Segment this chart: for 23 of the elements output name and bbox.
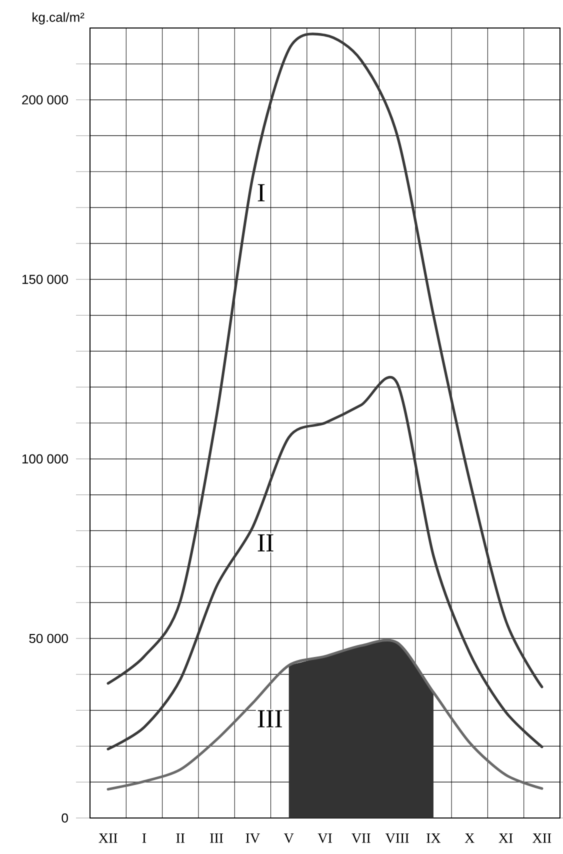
x-tick-label: IV <box>246 834 260 843</box>
x-tick-label: X <box>464 834 474 843</box>
x-tick-label: VII <box>352 834 370 843</box>
x-tick-label: V <box>284 834 294 843</box>
x-tick-label: VI <box>318 834 332 843</box>
x-tick-label: VIII <box>385 834 409 843</box>
x-tick-label: III <box>210 834 224 843</box>
series-label: I <box>258 184 265 202</box>
x-tick-label: I <box>142 834 146 843</box>
y-tick-label: 0 <box>62 813 68 823</box>
y-axis-title: kg.cal/m² <box>32 12 84 24</box>
x-tick-label: XII <box>532 834 552 843</box>
line-series <box>106 32 544 688</box>
y-tick-label: 150 000 <box>22 274 68 284</box>
x-tick-label: II <box>176 834 185 843</box>
series-label: III <box>258 710 282 728</box>
x-tick-label: XI <box>498 834 513 843</box>
x-tick-label: XII <box>98 834 118 843</box>
y-tick-label: 200 000 <box>22 95 68 104</box>
y-tick-label: 50 000 <box>29 634 68 644</box>
x-tick-label: IX <box>426 834 441 843</box>
series-label: II <box>258 534 274 552</box>
y-tick-label: 100 000 <box>22 454 68 464</box>
